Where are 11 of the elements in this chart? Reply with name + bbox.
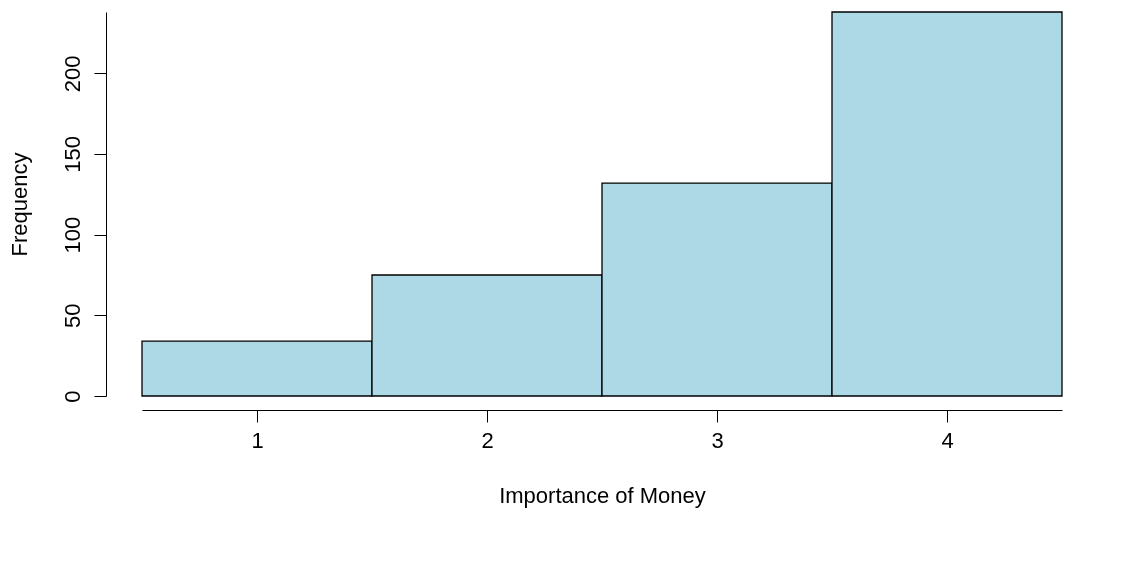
x-tick-label: 1 (251, 427, 264, 453)
y-tick-label: 150 (59, 136, 85, 173)
x-tick-label: 4 (941, 427, 954, 453)
y-tick-label: 50 (59, 303, 85, 329)
y-tick-label: 200 (59, 55, 85, 93)
x-axis-title: Importance of Money (499, 482, 706, 508)
y-tick-label: 100 (59, 216, 85, 254)
y-axis-title: Frequency (6, 152, 32, 257)
y-tick-label: 0 (59, 390, 85, 403)
x-tick-label: 3 (711, 427, 724, 453)
x-tick-label: 2 (481, 427, 494, 453)
